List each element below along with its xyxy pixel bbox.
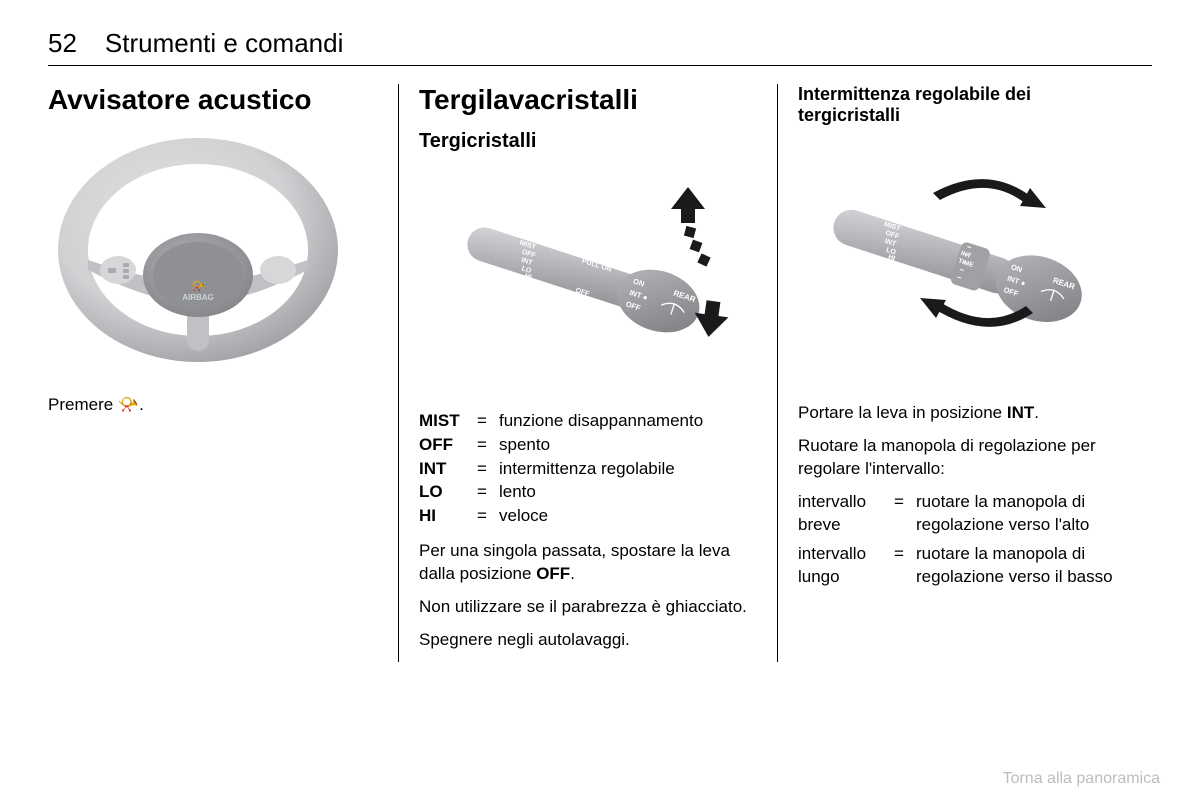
wiper-mode-value: lento bbox=[499, 480, 757, 504]
interval-row: intervallo lungo=ruotare la manopola di … bbox=[798, 543, 1128, 589]
content-columns: Avvisatore acustico bbox=[48, 84, 1152, 662]
wipers-subheading: Tergicristalli bbox=[419, 130, 757, 153]
wiper-mode-row: MIST=funzione disappannamento bbox=[419, 409, 757, 433]
horn-heading: Avvisatore acustico bbox=[48, 84, 378, 116]
svg-text:📯: 📯 bbox=[191, 279, 206, 293]
page-number: 52 bbox=[48, 28, 77, 59]
svg-text:HI: HI bbox=[524, 273, 533, 282]
wiper-mode-key: OFF bbox=[419, 433, 477, 457]
wiper-warning-wash: Spegnere negli autolavaggi. bbox=[419, 629, 757, 652]
interval-heading: Intermittenza regolabile dei tergicrista… bbox=[798, 84, 1128, 126]
chapter-title: Strumenti e comandi bbox=[105, 28, 343, 59]
interval-stalk-illustration: MIST OFF INT LO HI INT TIME bbox=[798, 138, 1128, 378]
steering-wheel-illustration: AIRBAG 📯 bbox=[48, 130, 348, 370]
svg-text:HI: HI bbox=[887, 254, 896, 263]
interval-table: intervallo breve=ruotare la manopola di … bbox=[798, 491, 1128, 589]
wiper-mode-value: veloce bbox=[499, 504, 757, 528]
wiper-mode-row: OFF=spento bbox=[419, 433, 757, 457]
interval-key: intervallo breve bbox=[798, 491, 894, 537]
interval-value: ruotare la manopola di regolazione verso… bbox=[916, 491, 1128, 537]
wiper-mode-table: MIST=funzione disappannamentoOFF=spentoI… bbox=[419, 409, 757, 528]
wiper-mode-key: INT bbox=[419, 457, 477, 481]
interval-key: intervallo lungo bbox=[798, 543, 894, 589]
wiper-stalk-illustration: MIST OFF INT LO HI PULL ON OFF ON bbox=[423, 165, 753, 385]
wiper-mode-row: HI=veloce bbox=[419, 504, 757, 528]
interval-rotate: Ruotare la manopola di regolazione per r… bbox=[798, 435, 1128, 481]
page-header: 52 Strumenti e comandi bbox=[48, 28, 1152, 66]
wiper-warning-ice: Non utilizzare se il parabrezza è ghiacc… bbox=[419, 596, 757, 619]
svg-text:AIRBAG: AIRBAG bbox=[182, 293, 214, 302]
wiper-mode-value: intermittenza regolabile bbox=[499, 457, 757, 481]
wiper-mode-value: funzione disappannamento bbox=[499, 409, 757, 433]
wiper-mode-key: LO bbox=[419, 480, 477, 504]
interval-instruction: Portare la leva in posizione INT. bbox=[798, 402, 1128, 425]
horn-caption: Premere 📯. bbox=[48, 394, 378, 417]
wiper-mode-row: INT=intermittenza regolabile bbox=[419, 457, 757, 481]
wiper-single-sweep: Per una singola passata, spostare la lev… bbox=[419, 540, 757, 586]
wiper-mode-key: MIST bbox=[419, 409, 477, 433]
horn-caption-suffix: . bbox=[139, 395, 144, 414]
wiper-mode-value: spento bbox=[499, 433, 757, 457]
horn-caption-prefix: Premere bbox=[48, 395, 118, 414]
wiper-mode-row: LO=lento bbox=[419, 480, 757, 504]
horn-icon: 📯 bbox=[118, 395, 139, 414]
column-horn: Avvisatore acustico bbox=[48, 84, 398, 662]
wipers-heading: Tergilavacristalli bbox=[419, 84, 757, 116]
footer-link[interactable]: Torna alla panoramica bbox=[1003, 770, 1160, 788]
column-interval: Intermittenza regolabile dei tergicrista… bbox=[778, 84, 1148, 662]
page-root: 52 Strumenti e comandi Avvisatore acusti… bbox=[0, 0, 1200, 662]
column-wipers: Tergilavacristalli Tergicristalli bbox=[398, 84, 778, 662]
wiper-mode-key: HI bbox=[419, 504, 477, 528]
interval-row: intervallo breve=ruotare la manopola di … bbox=[798, 491, 1128, 537]
interval-value: ruotare la manopola di regolazione verso… bbox=[916, 543, 1128, 589]
